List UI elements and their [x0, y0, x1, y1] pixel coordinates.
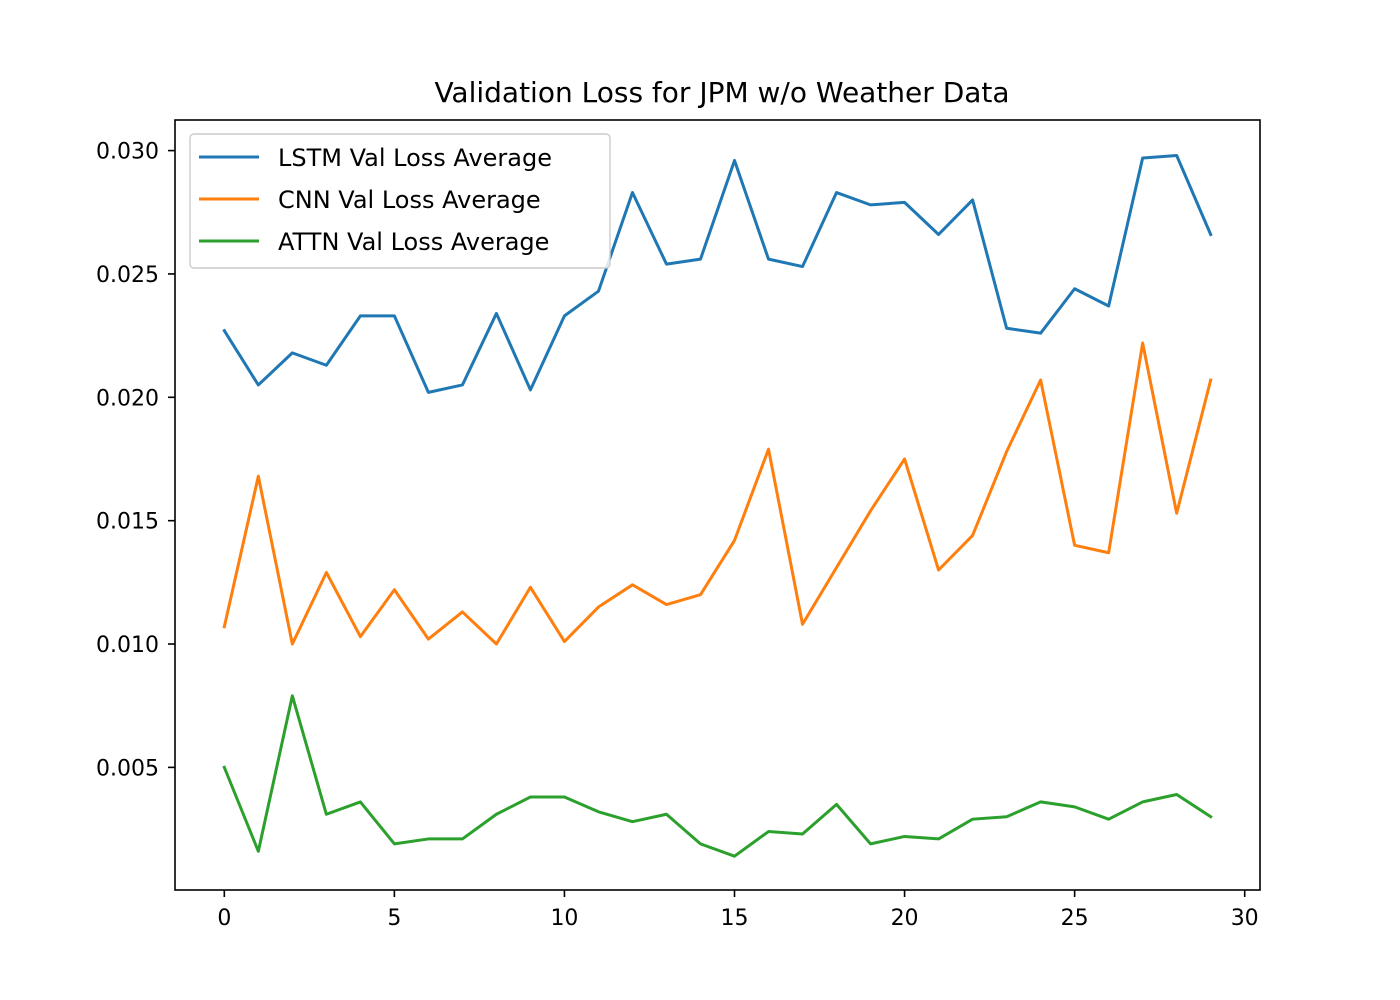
x-tick-label: 25: [1061, 906, 1089, 931]
y-tick-label: 0.020: [96, 386, 159, 411]
legend-box: [189, 133, 611, 269]
x-tick-label: 30: [1231, 906, 1259, 931]
y-tick-label: 0.015: [96, 510, 159, 535]
axes-frame: [174, 119, 1261, 891]
y-tick-label: 0.005: [96, 756, 159, 781]
legend: LSTM Val Loss Average CNN Val Loss Averag…: [189, 133, 611, 269]
x-tick-label: 15: [721, 906, 749, 931]
series-line-1: [222, 341, 1213, 646]
x-tick-label: 10: [550, 906, 578, 931]
legend-label-1: CNN Val Loss Average: [278, 186, 541, 214]
plot-lines: [222, 154, 1213, 858]
y-tick-label: 0.010: [96, 633, 159, 658]
y-axis: 0.005 0.010 0.015 0.020 0.025 0.030: [96, 140, 175, 781]
chart-title: Validation Loss for JPM w/o Weather Data: [434, 76, 1009, 109]
series-line-2: [222, 694, 1213, 858]
legend-label-0: LSTM Val Loss Average: [278, 144, 552, 172]
legend-label-2: ATTN Val Loss Average: [278, 228, 549, 256]
y-tick-label: 0.030: [96, 140, 159, 165]
x-axis: 0 5 10 15 20 25 30: [217, 890, 1259, 931]
series-line-0: [222, 154, 1213, 394]
x-tick-label: 20: [891, 906, 919, 931]
x-tick-label: 5: [387, 906, 401, 931]
y-tick-label: 0.025: [96, 263, 159, 288]
x-tick-label: 0: [217, 906, 231, 931]
